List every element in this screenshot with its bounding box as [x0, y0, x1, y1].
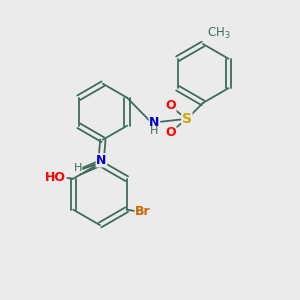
Text: Br: Br	[135, 205, 151, 218]
Text: N: N	[149, 116, 160, 128]
Text: O: O	[165, 126, 176, 139]
Text: N: N	[96, 154, 106, 167]
Text: S: S	[182, 112, 192, 126]
Text: O: O	[165, 99, 176, 112]
Text: H: H	[150, 126, 159, 136]
Text: H: H	[74, 163, 82, 173]
Text: HO: HO	[45, 171, 66, 184]
Text: CH$_3$: CH$_3$	[207, 26, 231, 41]
